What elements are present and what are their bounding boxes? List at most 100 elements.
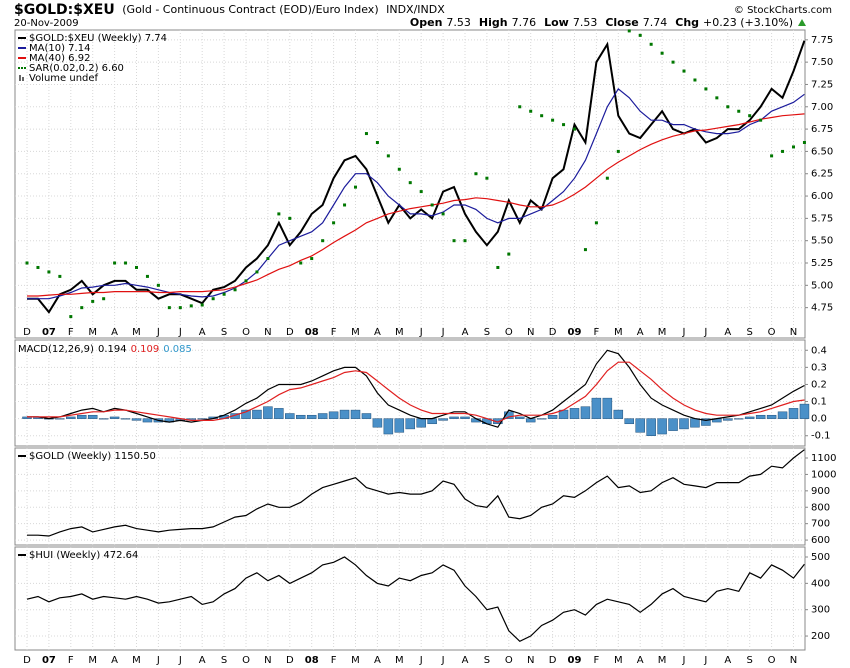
sar-dot <box>551 118 555 122</box>
sar-dot <box>748 114 752 118</box>
y-tick-label: 200 <box>811 631 830 642</box>
histogram-bar <box>690 418 700 428</box>
y-tick-label: 7.25 <box>811 79 833 90</box>
sar-dot <box>562 123 566 127</box>
y-tick-label: 7.50 <box>811 57 833 68</box>
x-tick-label: F <box>331 327 337 338</box>
y-tick-label: 6.00 <box>811 191 833 202</box>
y-tick-label: 0.3 <box>811 362 827 373</box>
y-tick-label: 0.1 <box>811 397 827 408</box>
y-tick-label: 5.75 <box>811 213 833 224</box>
y-tick-label: 1000 <box>811 469 836 480</box>
sar-dot <box>310 257 314 261</box>
x-tick-label: S <box>747 327 753 338</box>
x-tick-label: D <box>23 327 31 338</box>
panel-frame <box>14 546 806 651</box>
x-tick-label: M <box>132 327 141 338</box>
sar-dot <box>397 167 401 171</box>
y-tick-label: 700 <box>811 519 830 530</box>
sar-dot <box>441 212 445 216</box>
x-tick-label: M <box>395 327 404 338</box>
x-tick-label: D <box>286 655 294 666</box>
y-tick-label: 7.75 <box>811 35 833 46</box>
x-tick-label: N <box>264 327 271 338</box>
sar-dot <box>496 265 500 269</box>
x-tick-label: M <box>395 655 404 666</box>
x-tick-label: A <box>199 655 206 666</box>
x-tick-label: F <box>594 327 600 338</box>
y-tick-label: 5.00 <box>811 280 833 291</box>
legend-swatch <box>18 67 20 69</box>
histogram-bar <box>734 418 744 420</box>
sar-dot <box>682 69 686 73</box>
sar-dot <box>474 172 478 176</box>
histogram-bar <box>339 409 350 419</box>
sar-dot <box>25 261 29 265</box>
sar-dot <box>759 118 763 122</box>
x-tick-label: M <box>614 327 623 338</box>
y-tick-label: 6.25 <box>811 169 833 180</box>
histogram-bar <box>394 418 405 433</box>
sar-dot <box>430 203 434 207</box>
histogram-bar <box>515 416 525 419</box>
y-tick-label: 0.2 <box>811 379 827 390</box>
sar-dot <box>189 304 193 308</box>
x-tick-label: J <box>703 327 707 338</box>
legend-entry: Volume undef <box>29 73 99 84</box>
histogram-bar <box>679 418 689 430</box>
sar-dot <box>354 185 357 189</box>
legend-entry: $HUI (Weekly) 472.64 <box>29 550 138 561</box>
description: (Gold - Continuous Contract (EOD)/Euro I… <box>122 3 378 16</box>
quote-label: Chg <box>675 16 699 29</box>
x-tick-label: A <box>724 655 731 666</box>
histogram-bar <box>383 418 394 435</box>
x-tick-label: S <box>484 655 490 666</box>
x-tick-label: M <box>88 327 97 338</box>
quote-value: 7.76 <box>512 16 537 29</box>
quote-label: Close <box>605 16 638 29</box>
x-tick-label: A <box>111 655 118 666</box>
x-tick-label: J <box>682 655 686 666</box>
x-tick-label: J <box>441 655 445 666</box>
legend-swatch <box>21 67 23 69</box>
x-tick-label: A <box>199 327 206 338</box>
legend-entry: 0.109 <box>131 344 160 355</box>
x-tick-label: J <box>178 655 182 666</box>
histogram-bar <box>241 409 251 419</box>
x-tick-label: F <box>594 655 600 666</box>
symbol: $GOLD:$XEU <box>14 2 115 18</box>
sar-dot <box>178 306 182 310</box>
sar-dot <box>638 33 642 37</box>
x-tick-label: A <box>111 327 118 338</box>
sar-dot <box>343 203 347 207</box>
legend-entry: MA(40) 6.92 <box>29 53 90 64</box>
y-tick-label: 6.75 <box>811 124 833 135</box>
histogram-bar <box>285 413 295 419</box>
x-tick-label: D <box>549 655 557 666</box>
x-tick-label: O <box>505 655 513 666</box>
sar-dot <box>529 109 533 113</box>
sar-dot <box>463 239 467 243</box>
sar-dot <box>364 132 368 136</box>
sar-dot <box>518 105 522 109</box>
x-tick-label: S <box>221 655 227 666</box>
x-tick-label: S <box>484 327 490 338</box>
x-tick-label: A <box>637 655 644 666</box>
y-tick-label: 5.25 <box>811 258 833 269</box>
histogram-bar <box>788 408 799 419</box>
x-tick-label: O <box>505 327 513 338</box>
y-tick-label: 0.4 <box>811 345 827 356</box>
date: 20-Nov-2009 <box>14 18 79 29</box>
x-tick-label: M <box>658 655 667 666</box>
histogram-bar <box>328 411 339 419</box>
histogram-bar <box>77 414 87 419</box>
histogram-bar <box>296 414 306 419</box>
sar-dot <box>583 248 587 252</box>
sar-dot <box>616 149 620 153</box>
histogram-bar <box>613 409 624 419</box>
x-tick-label: A <box>462 655 469 666</box>
sar-dot <box>726 105 730 109</box>
sar-dot <box>792 145 795 149</box>
y-tick-label: 5.50 <box>811 236 833 247</box>
